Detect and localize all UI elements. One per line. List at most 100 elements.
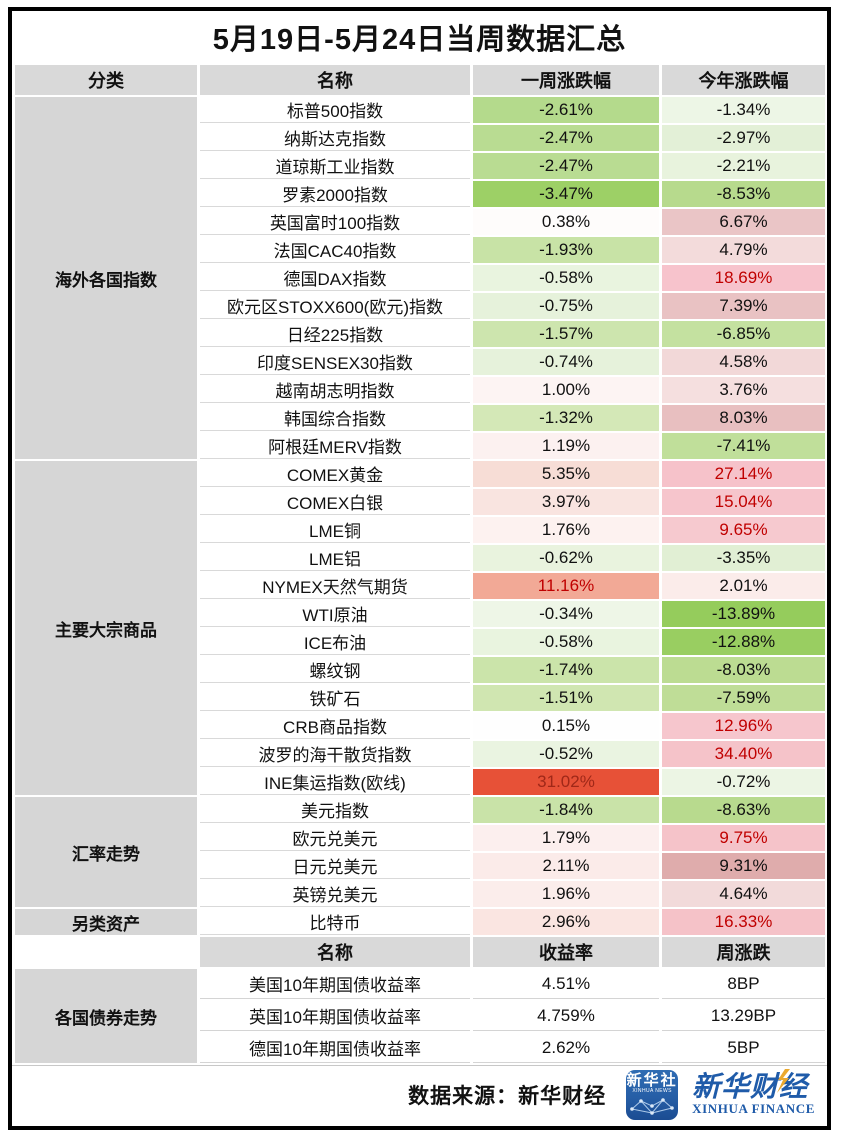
name-cell: 美元指数	[200, 797, 470, 823]
week-change-cell: -0.75%	[473, 293, 659, 319]
week-change-cell: -0.34%	[473, 601, 659, 627]
week-change-cell: -2.47%	[473, 125, 659, 151]
weekly-change-cell: 13.29BP	[662, 1001, 825, 1031]
week-change-cell: 0.15%	[473, 713, 659, 739]
ytd-change-cell: 12.96%	[662, 713, 825, 739]
table-row: ICE布油 -0.58% -12.88%	[15, 629, 825, 655]
category-cell: 主要大宗商品	[15, 461, 197, 795]
name-cell: COMEX白银	[200, 489, 470, 515]
blank-cell	[15, 937, 197, 967]
market-data-table: 分类 名称 一周涨跌幅 今年涨跌幅 海外各国指数 标普500指数 -2.61% -1.34% 纳…	[12, 63, 828, 1065]
header-cell: 名称	[200, 937, 470, 967]
table-row: 另类资产 比特币 2.96% 16.33%	[15, 909, 825, 935]
table-row: 各国债券走势 美国10年期国债收益率 4.51% 8BP	[15, 969, 825, 1063]
week-change-cell: 1.00%	[473, 377, 659, 403]
table-row: WTI原油 -0.34% -13.89%	[15, 601, 825, 627]
table-row: 罗素2000指数 -3.47% -8.53%	[15, 181, 825, 207]
table-row: 韩国综合指数 -1.32% 8.03%	[15, 405, 825, 431]
name-cell: LME铜	[200, 517, 470, 543]
ytd-change-cell: -0.72%	[662, 769, 825, 795]
name-cell: CRB商品指数	[200, 713, 470, 739]
name-cell: 英国10年期国债收益率	[200, 1001, 470, 1031]
name-cell: 法国CAC40指数	[200, 237, 470, 263]
weekly-change-cell: 8BP	[662, 969, 825, 999]
table-row: 铁矿石 -1.51% -7.59%	[15, 685, 825, 711]
yield-cell: 4.759%	[473, 1001, 659, 1031]
ytd-change-cell: 27.14%	[662, 461, 825, 487]
ytd-change-cell: -12.88%	[662, 629, 825, 655]
table-row: 螺纹钢 -1.74% -8.03%	[15, 657, 825, 683]
gold-bolt-icon	[777, 1069, 790, 1093]
header-cell: 今年涨跌幅	[662, 65, 825, 95]
name-cell: 英镑兑美元	[200, 881, 470, 907]
ytd-change-cell: -7.59%	[662, 685, 825, 711]
table-row: NYMEX天然气期货 11.16% 2.01%	[15, 573, 825, 599]
ytd-change-cell: 9.31%	[662, 853, 825, 879]
bond-header-row: 名称 收益率 周涨跌	[15, 937, 825, 967]
category-cell: 另类资产	[15, 909, 197, 935]
name-cell: 标普500指数	[200, 97, 470, 123]
ytd-change-cell: 16.33%	[662, 909, 825, 935]
week-change-cell: 1.96%	[473, 881, 659, 907]
week-change-cell: 1.19%	[473, 433, 659, 459]
name-cell: 德国DAX指数	[200, 265, 470, 291]
name-cell: NYMEX天然气期货	[200, 573, 470, 599]
table-row: 汇率走势 美元指数 -1.84% -8.63%	[15, 797, 825, 907]
table-row: 波罗的海干散货指数 -0.52% 34.40%	[15, 741, 825, 767]
table-row: CRB商品指数 0.15% 12.96%	[15, 713, 825, 739]
category-cell: 海外各国指数	[15, 97, 197, 459]
yield-cell: 2.62%	[473, 1033, 659, 1063]
ytd-change-cell: 8.03%	[662, 405, 825, 431]
table-row: 海外各国指数 标普500指数 -2.61% -1.34%	[15, 97, 825, 459]
table-row: 纳斯达克指数 -2.47% -2.97%	[15, 125, 825, 151]
table-row: 英国10年期国债收益率 4.759% 13.29BP	[15, 1001, 825, 1031]
week-change-cell: -1.93%	[473, 237, 659, 263]
table-row: 主要大宗商品 COMEX黄金 5.35% 27.14%	[15, 461, 825, 795]
name-cell: ICE布油	[200, 629, 470, 655]
network-globe-icon	[630, 1098, 674, 1115]
name-cell: COMEX黄金	[200, 461, 470, 487]
name-cell: 美国10年期国债收益率	[200, 969, 470, 999]
ytd-change-cell: 7.39%	[662, 293, 825, 319]
name-cell: 道琼斯工业指数	[200, 153, 470, 179]
yield-cell: 4.51%	[473, 969, 659, 999]
ytd-change-cell: 4.64%	[662, 881, 825, 907]
name-cell: 韩国综合指数	[200, 405, 470, 431]
name-cell: 欧元兑美元	[200, 825, 470, 851]
week-change-cell: -1.57%	[473, 321, 659, 347]
week-change-cell: 0.38%	[473, 209, 659, 235]
table-row: COMEX白银 3.97% 15.04%	[15, 489, 825, 515]
name-cell: 铁矿石	[200, 685, 470, 711]
week-change-cell: 11.16%	[473, 573, 659, 599]
ytd-change-cell: -3.35%	[662, 545, 825, 571]
table-row: 欧元区STOXX600(欧元)指数 -0.75% 7.39%	[15, 293, 825, 319]
table-row: 日元兑美元 2.11% 9.31%	[15, 853, 825, 879]
xinhua-finance-logo-cn: 新华财经	[692, 1071, 809, 1102]
name-cell: 印度SENSEX30指数	[200, 349, 470, 375]
data-summary-card: 5月19日-5月24日当周数据汇总 分类 名称 一周涨跌幅 今年涨跌幅 海外各国指数 标普…	[8, 7, 831, 1130]
week-change-cell: -0.74%	[473, 349, 659, 375]
week-change-cell: -1.32%	[473, 405, 659, 431]
week-change-cell: -2.61%	[473, 97, 659, 123]
table-row: 日经225指数 -1.57% -6.85%	[15, 321, 825, 347]
ytd-change-cell: -8.03%	[662, 657, 825, 683]
table-row: 阿根廷MERV指数 1.19% -7.41%	[15, 433, 825, 459]
table-row: 越南胡志明指数 1.00% 3.76%	[15, 377, 825, 403]
week-change-cell: 31.02%	[473, 769, 659, 795]
week-change-cell: -2.47%	[473, 153, 659, 179]
name-cell: 日元兑美元	[200, 853, 470, 879]
week-change-cell: -3.47%	[473, 181, 659, 207]
name-cell: 阿根廷MERV指数	[200, 433, 470, 459]
name-cell: 比特币	[200, 909, 470, 935]
ytd-change-cell: 2.01%	[662, 573, 825, 599]
week-change-cell: -1.74%	[473, 657, 659, 683]
header-cell: 一周涨跌幅	[473, 65, 659, 95]
week-change-cell: -0.62%	[473, 545, 659, 571]
ytd-change-cell: -8.53%	[662, 181, 825, 207]
ytd-change-cell: 18.69%	[662, 265, 825, 291]
weekly-change-cell: 5BP	[662, 1033, 825, 1063]
table-row: 英镑兑美元 1.96% 4.64%	[15, 881, 825, 907]
name-cell: WTI原油	[200, 601, 470, 627]
table-row: 德国DAX指数 -0.58% 18.69%	[15, 265, 825, 291]
week-change-cell: -0.58%	[473, 629, 659, 655]
